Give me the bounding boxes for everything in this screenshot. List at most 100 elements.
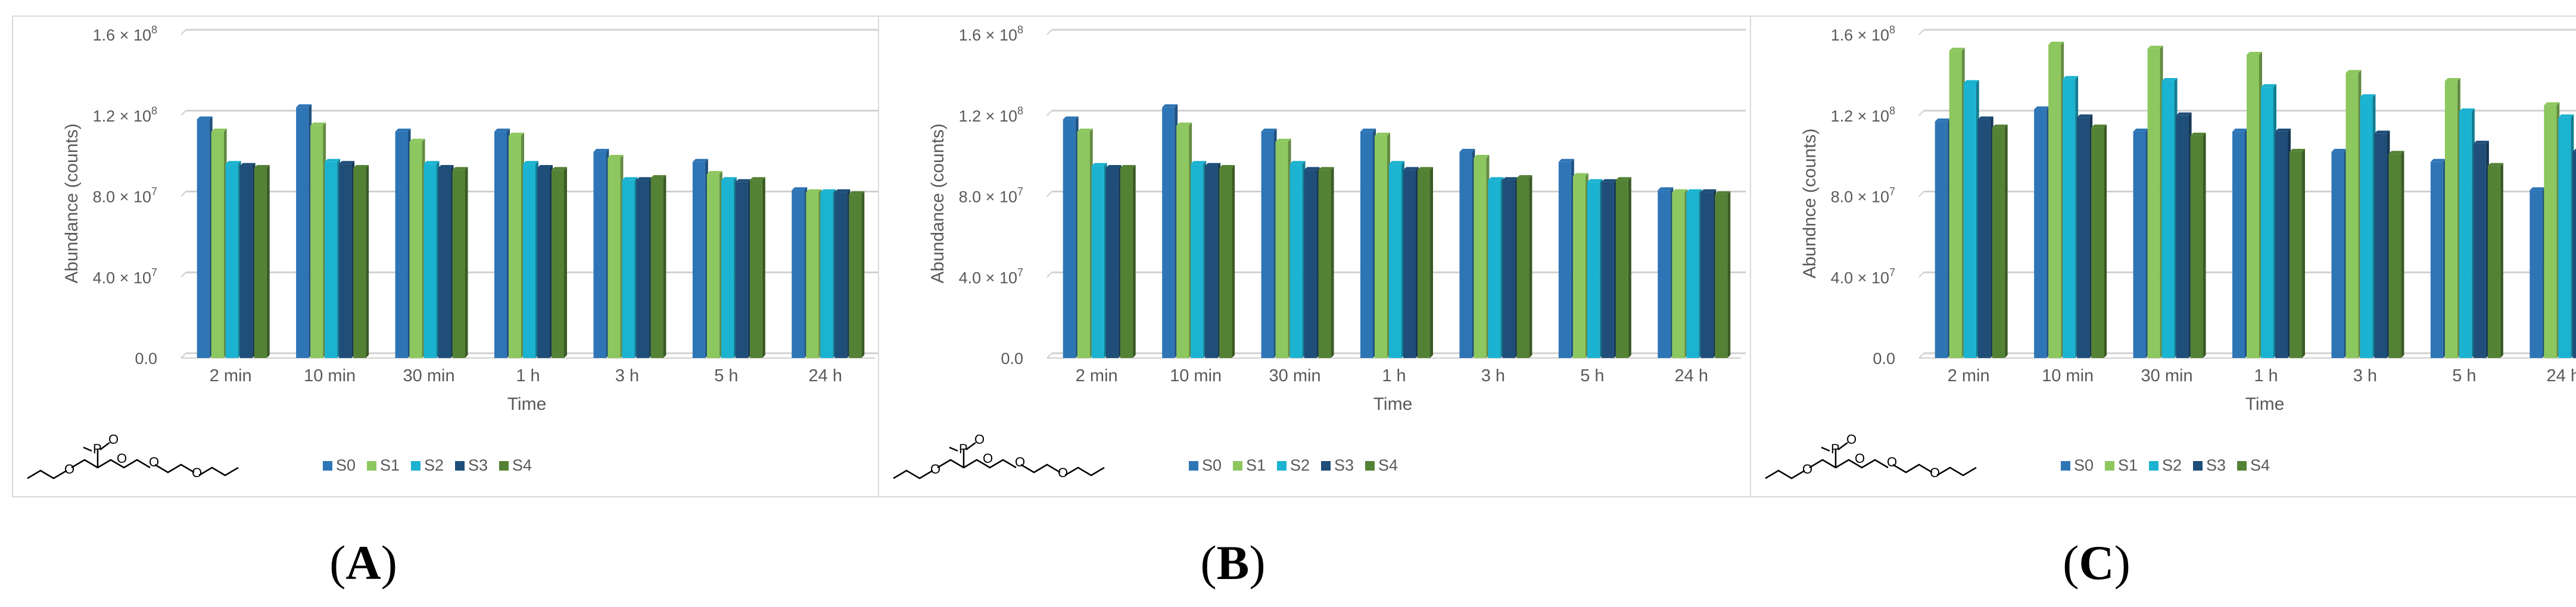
- gridline-depth-4: [1046, 29, 1052, 35]
- bar-S1-3: [2247, 51, 2262, 358]
- bar-front-S3-1: [2077, 117, 2090, 359]
- bar-S2-2: [2161, 78, 2178, 358]
- bar-top-S4-2: [1318, 167, 1334, 170]
- bar-S2-2: [1289, 161, 1306, 358]
- bar-S0-4: [2331, 148, 2347, 358]
- bar-S3-3: [2275, 128, 2291, 358]
- bar-S4-1: [1219, 164, 1235, 358]
- y-axis-title: Abundance (counts): [62, 123, 82, 284]
- bar-front-S1-2: [409, 141, 422, 358]
- bar-front-S3-1: [1205, 166, 1218, 358]
- bar-S0-4: [593, 148, 609, 358]
- bar-side-S4-1: [1232, 164, 1235, 358]
- bar-top-S0-3: [1360, 128, 1376, 132]
- legend-swatch-S2: [2149, 461, 2158, 471]
- bar-front-S4-3: [1418, 170, 1430, 358]
- bar-S1-6: [806, 189, 822, 358]
- bar-top-S3-1: [1205, 163, 1221, 166]
- x-tick-label-0: 2 min: [1076, 366, 1118, 385]
- bar-top-S1-5: [2444, 78, 2460, 82]
- bar-front-S4-6: [1715, 194, 1728, 358]
- bar-top-S1-6: [2544, 102, 2560, 105]
- bar-front-S1-0: [1077, 131, 1090, 358]
- bar-front-S2-0: [1963, 83, 1976, 358]
- bar-top-S1-1: [1176, 122, 1192, 126]
- bar-top-S4-4: [650, 175, 666, 178]
- bar-top-S4-1: [1219, 164, 1235, 168]
- bar-front-S4-3: [552, 170, 564, 358]
- bar-top-S4-1: [353, 164, 369, 168]
- bar-S2-6: [2558, 114, 2574, 359]
- molecule-atom-o2: O: [974, 432, 985, 447]
- bar-S2-1: [1191, 161, 1207, 358]
- bar-S4-2: [2190, 132, 2206, 358]
- bar-S3-0: [1977, 116, 1993, 358]
- gridline-depth-2: [1918, 191, 1924, 197]
- bar-top-S2-1: [1191, 161, 1207, 164]
- legend-label-S2: S2: [1290, 456, 1310, 474]
- legend-swatch-S2: [411, 461, 420, 471]
- bar-front-S0-6: [1658, 190, 1671, 358]
- chart-panel-c: 0.0 4.0 × 107 8.0 × 107 1.2 × 108 1.6 × 108 A…: [1750, 15, 2576, 497]
- bar-front-S4-0: [1992, 127, 2005, 359]
- bar-top-S2-6: [1686, 189, 1702, 192]
- molecule-atom-o1: O: [64, 462, 74, 477]
- bar-side-S4-6: [1727, 191, 1731, 358]
- bar-side-S4-0: [1132, 164, 1136, 358]
- bar-S3-6: [1700, 189, 1717, 358]
- bar-S3-2: [1304, 167, 1320, 358]
- bar-front-S4-2: [452, 170, 465, 358]
- bar-S4-4: [2388, 151, 2404, 358]
- bar-side-S4-0: [2004, 124, 2008, 359]
- bar-top-S2-0: [1963, 80, 1979, 83]
- bar-front-S0-3: [1360, 131, 1373, 358]
- molecule-atom-o3: O: [1855, 451, 1865, 466]
- bar-S1-2: [409, 138, 425, 358]
- legend-label-S2: S2: [424, 456, 444, 474]
- bar-S3-6: [2572, 148, 2576, 358]
- bar-front-S2-6: [1686, 192, 1699, 358]
- bar-S2-2: [423, 161, 440, 358]
- bar-S0-2: [1261, 128, 1277, 358]
- bar-top-S4-0: [254, 164, 270, 168]
- legend-swatch-S1: [2105, 461, 2114, 471]
- bar-S4-3: [1418, 167, 1433, 358]
- bar-top-S4-4: [2388, 151, 2404, 154]
- bar-top-S3-6: [1700, 189, 1717, 192]
- bar-top-S3-3: [537, 164, 553, 168]
- bar-top-S1-3: [1375, 132, 1390, 136]
- x-tick-label-3: 1 h: [516, 366, 540, 385]
- gridline-depth-2: [1046, 191, 1052, 197]
- bar-front-S0-4: [1459, 151, 1472, 358]
- bar-S3-2: [438, 164, 454, 358]
- bar-front-S0-5: [1558, 161, 1571, 358]
- bar-S4-1: [353, 164, 369, 358]
- bar-S4-6: [849, 191, 865, 358]
- caption-b: (B): [1200, 536, 1266, 590]
- bar-top-S0-4: [593, 148, 609, 152]
- legend-swatch-S0: [323, 461, 332, 471]
- bar-front-S2-2: [1289, 164, 1303, 358]
- bar-S1-0: [211, 128, 227, 358]
- bar-front-S0-0: [1063, 119, 1076, 358]
- x-tick-label-3: 1 h: [1382, 366, 1406, 385]
- bar-front-S4-4: [2388, 154, 2401, 358]
- bar-S2-5: [2459, 108, 2475, 358]
- x-tick-label-5: 5 h: [714, 366, 738, 385]
- bar-front-S2-6: [2558, 117, 2571, 359]
- bar-top-S2-2: [2161, 78, 2178, 82]
- bar-S4-4: [650, 175, 666, 358]
- x-tick-label-0: 2 min: [1948, 366, 1990, 385]
- bar-front-S0-1: [1162, 107, 1175, 359]
- bar-front-S1-5: [1572, 176, 1586, 358]
- bar-top-S0-5: [692, 158, 708, 162]
- bar-front-S1-3: [2247, 54, 2259, 358]
- bar-S4-2: [1318, 167, 1334, 358]
- gridline-depth-4: [180, 29, 186, 35]
- bar-top-S1-6: [1672, 189, 1688, 192]
- x-tick-label-6: 24 h: [809, 366, 842, 385]
- bar-front-S0-1: [2034, 109, 2047, 358]
- bar-front-S4-5: [749, 180, 762, 358]
- bar-front-S4-4: [1516, 178, 1530, 358]
- legend-label-S0: S0: [336, 456, 356, 474]
